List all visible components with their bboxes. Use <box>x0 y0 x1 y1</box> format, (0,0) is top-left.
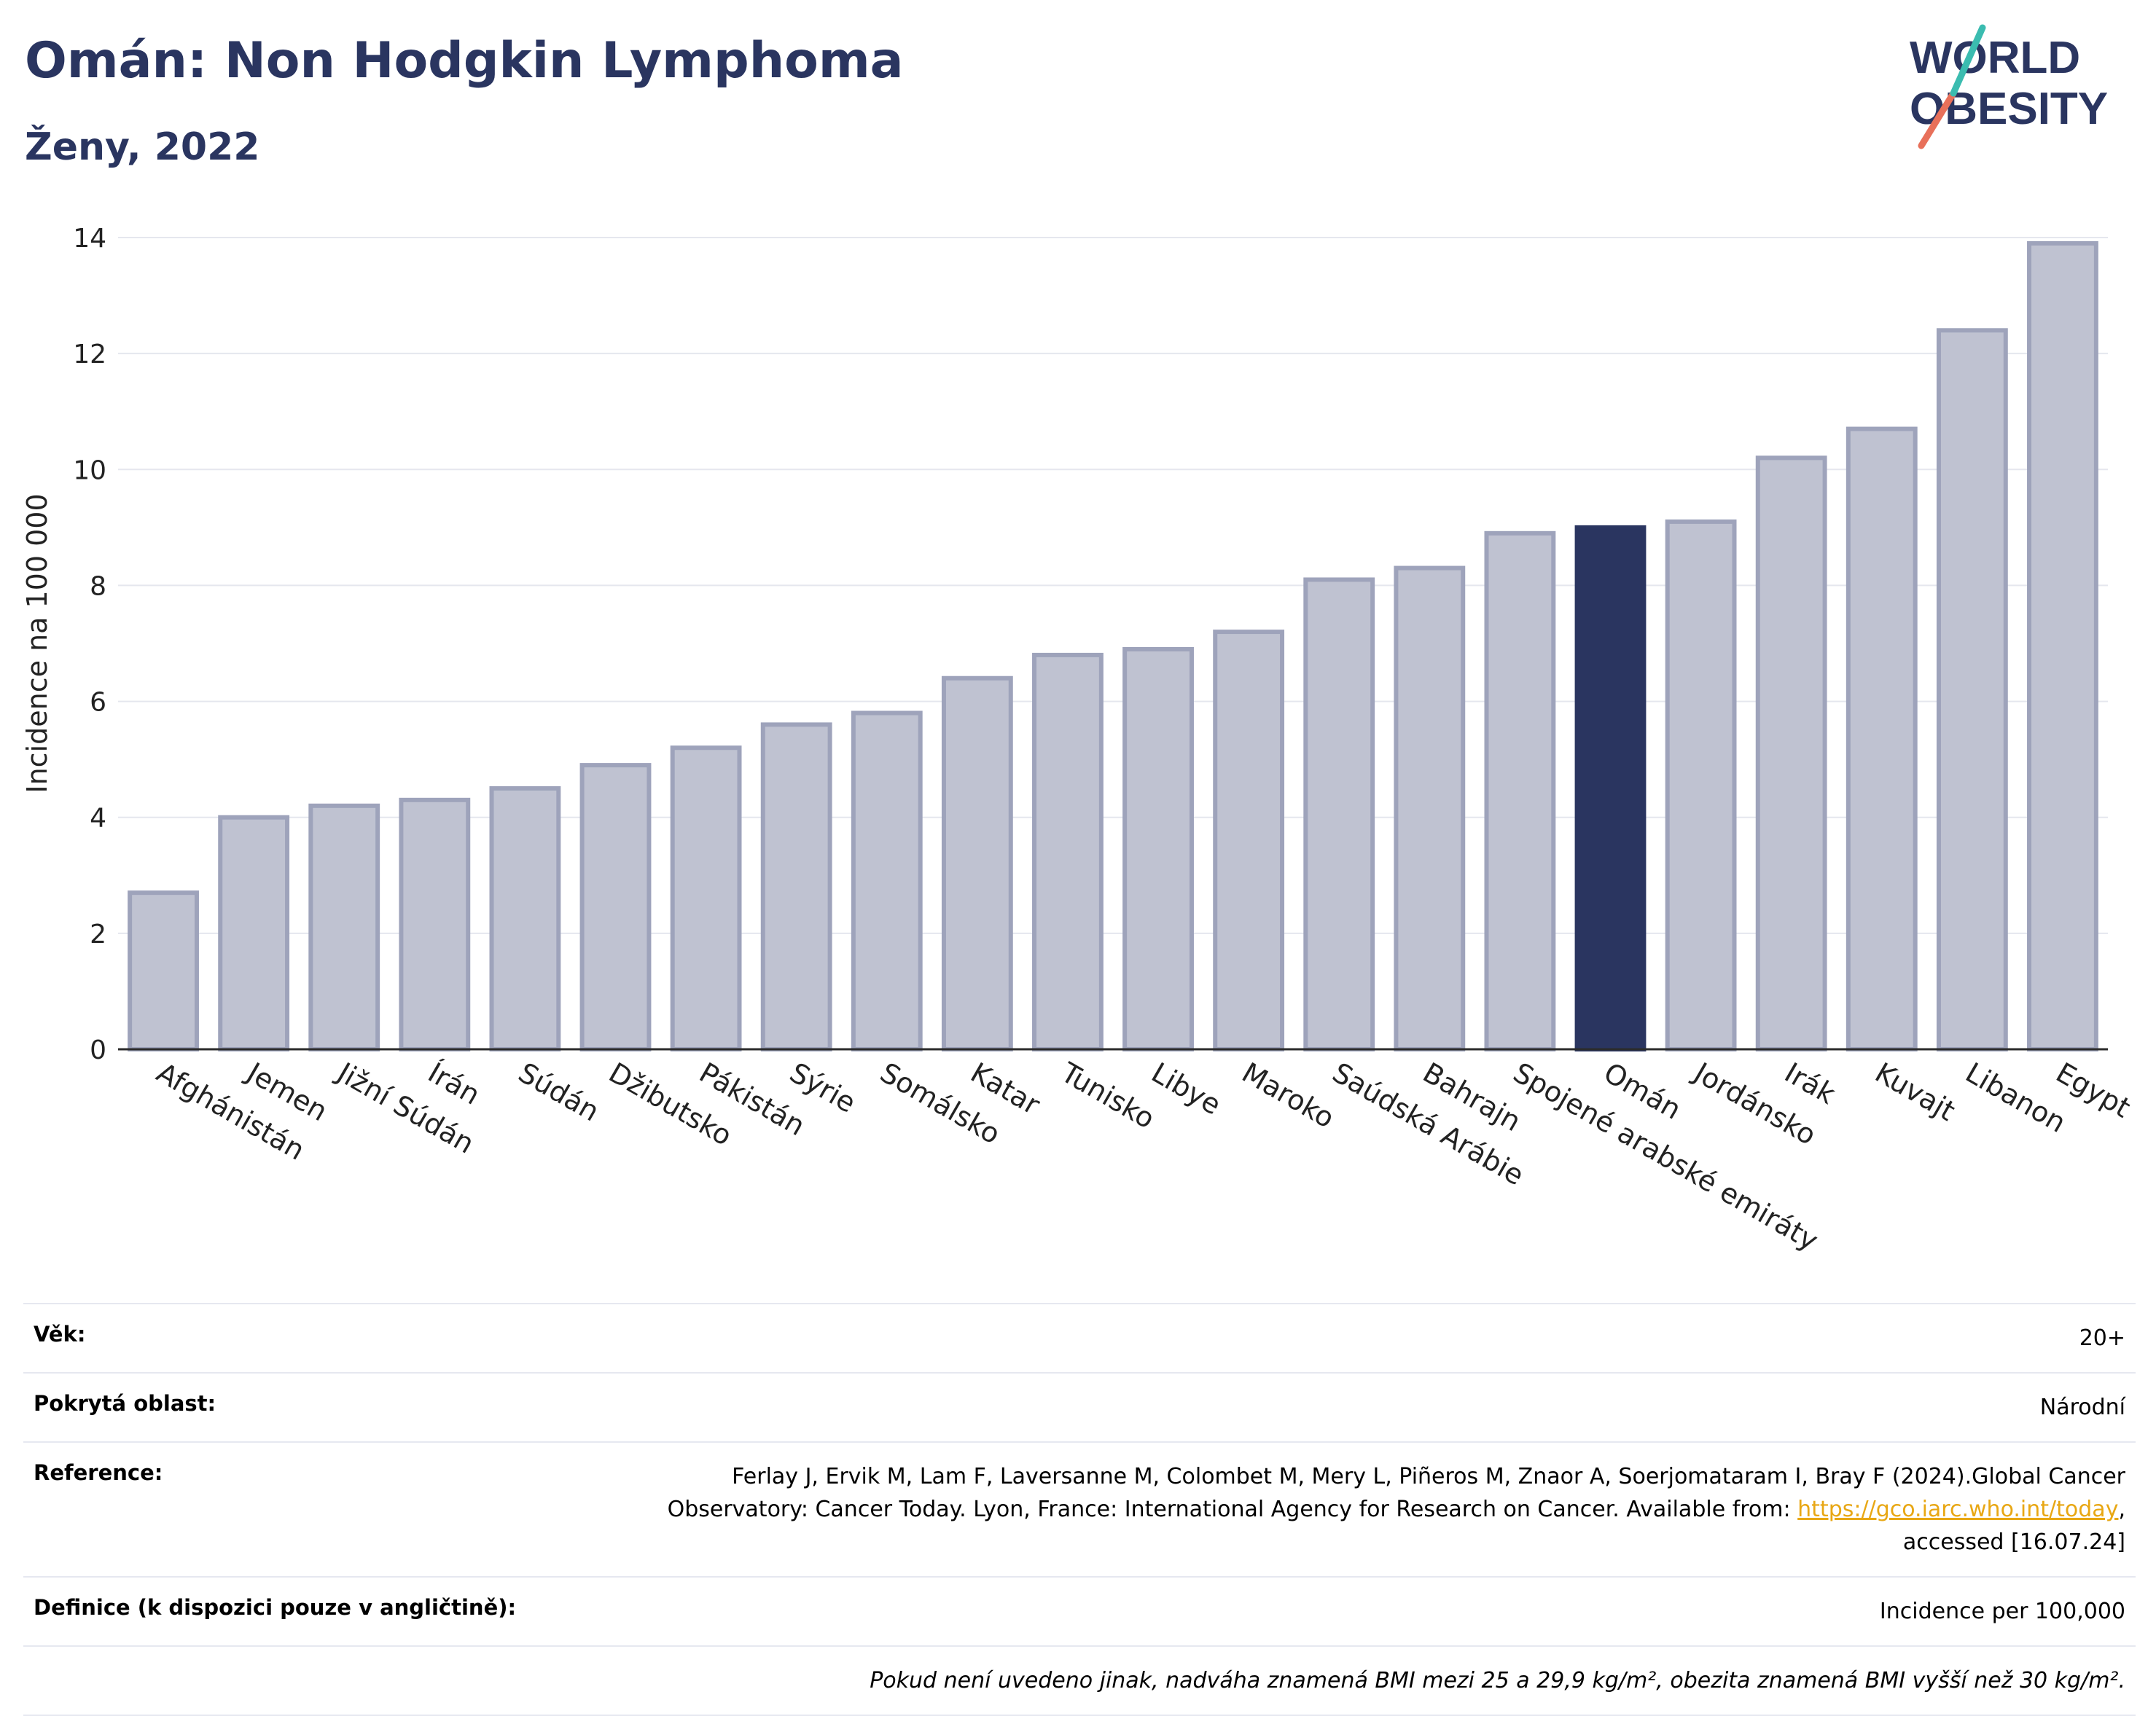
bar-Spojené arabské emiráty <box>1484 530 1556 1051</box>
bar-Džibutsko <box>579 763 652 1051</box>
bar-Jižní Súdán <box>308 803 380 1052</box>
y-tick-label: 10 <box>73 455 106 485</box>
bar-Saúdská Arábie <box>1303 577 1375 1051</box>
x-tick-label: Súdán <box>513 1057 605 1128</box>
logo-slash-red <box>1918 90 1957 149</box>
bar-Afghánistán <box>128 890 199 1051</box>
y-tick-label: 4 <box>90 804 106 834</box>
bar-Katar <box>941 675 1013 1051</box>
logo-slash-teal <box>1950 24 1986 97</box>
info-row-definition: Definice (k dispozici pouze v angličtině… <box>23 1576 2136 1645</box>
bar-Omán <box>1574 525 1647 1051</box>
bar-Egypt <box>2027 240 2098 1051</box>
x-tick-label: Tunisko <box>1055 1056 1160 1135</box>
bar-Jemen <box>218 815 290 1051</box>
y-axis-title: Incidence na 100 000 <box>21 493 53 793</box>
reference-line2: Observatory: Cancer Today. Lyon, France:… <box>667 1497 1798 1522</box>
y-tick-label: 0 <box>90 1035 106 1065</box>
bar-Írán <box>399 797 471 1052</box>
info-table: Věk: 20+ Pokrytá oblast: Národní Referen… <box>23 1303 2136 1716</box>
y-tick-label: 2 <box>90 920 106 949</box>
age-value: 20+ <box>2079 1325 2125 1351</box>
bar-Libanon <box>1936 328 2008 1052</box>
info-row-coverage: Pokrytá oblast: Národní <box>23 1372 2136 1441</box>
reference-line3: accessed [16.07.24] <box>1902 1529 2125 1555</box>
y-tick-label: 6 <box>90 688 106 718</box>
info-row-age: Věk: 20+ <box>23 1303 2136 1372</box>
bar-Somálsko <box>851 710 923 1051</box>
definition-value: Incidence per 100,000 <box>1879 1599 2125 1624</box>
bar-Libye <box>1122 646 1194 1051</box>
x-tick-label: Írán <box>423 1057 485 1111</box>
x-tick-label: Kuvajt <box>1870 1057 1960 1127</box>
info-row-reference: Reference: Ferlay J, Ervik M, Lam F, Lav… <box>23 1441 2136 1576</box>
info-row-note: Pokud není uvedeno jinak, nadváha znamen… <box>23 1645 2136 1716</box>
y-tick-label: 8 <box>90 571 106 601</box>
y-tick-label: 14 <box>73 224 106 254</box>
bar-Sýrie <box>760 722 832 1052</box>
world-obesity-logo: WORLD OBESITY <box>1910 24 2108 149</box>
bar-Jordánsko <box>1665 519 1737 1051</box>
age-label: Věk: <box>34 1322 86 1347</box>
y-axis-ticks: 0 2 4 6 8 10 12 14 <box>73 224 106 1065</box>
chart-subtitle: Ženy, 2022 <box>25 125 260 169</box>
x-tick-label: Irák <box>1779 1057 1840 1110</box>
bar-Irák <box>1755 455 1827 1051</box>
bar-Bahrajn <box>1394 565 1466 1051</box>
bar-Tunisko <box>1032 652 1104 1051</box>
reference-link[interactable]: https://gco.iarc.who.int/today <box>1797 1497 2119 1522</box>
x-tick-label: Maroko <box>1237 1057 1340 1135</box>
bmi-note: Pokud není uvedeno jinak, nadváha znamen… <box>870 1668 2125 1693</box>
chart-title: Omán: Non Hodgkin Lymphoma <box>25 32 904 90</box>
bar-Maroko <box>1213 630 1285 1051</box>
reference-line1: Ferlay J, Ervik M, Lam F, Laversanne M, … <box>732 1464 2125 1489</box>
bars <box>128 240 2098 1052</box>
reference-value: Ferlay J, Ervik M, Lam F, Laversanne M, … <box>667 1464 2125 1555</box>
logo-line1: WORLD <box>1910 33 2080 83</box>
x-tick-label: Libye <box>1147 1057 1227 1121</box>
bar-Súdán <box>489 785 561 1052</box>
definition-label: Definice (k dispozici pouze v angličtině… <box>34 1595 517 1620</box>
x-tick-label: Libanon <box>1960 1057 2071 1139</box>
bar-Pákistán <box>670 745 742 1051</box>
coverage-label: Pokrytá oblast: <box>34 1391 216 1416</box>
y-tick-label: 12 <box>73 340 106 369</box>
bar-Kuvajt <box>1846 426 1918 1051</box>
coverage-value: Národní <box>2039 1395 2125 1420</box>
reference-label: Reference: <box>34 1460 163 1485</box>
